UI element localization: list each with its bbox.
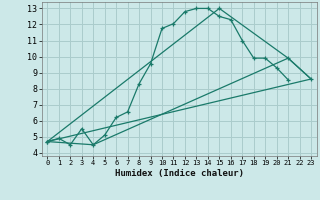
X-axis label: Humidex (Indice chaleur): Humidex (Indice chaleur) (115, 169, 244, 178)
